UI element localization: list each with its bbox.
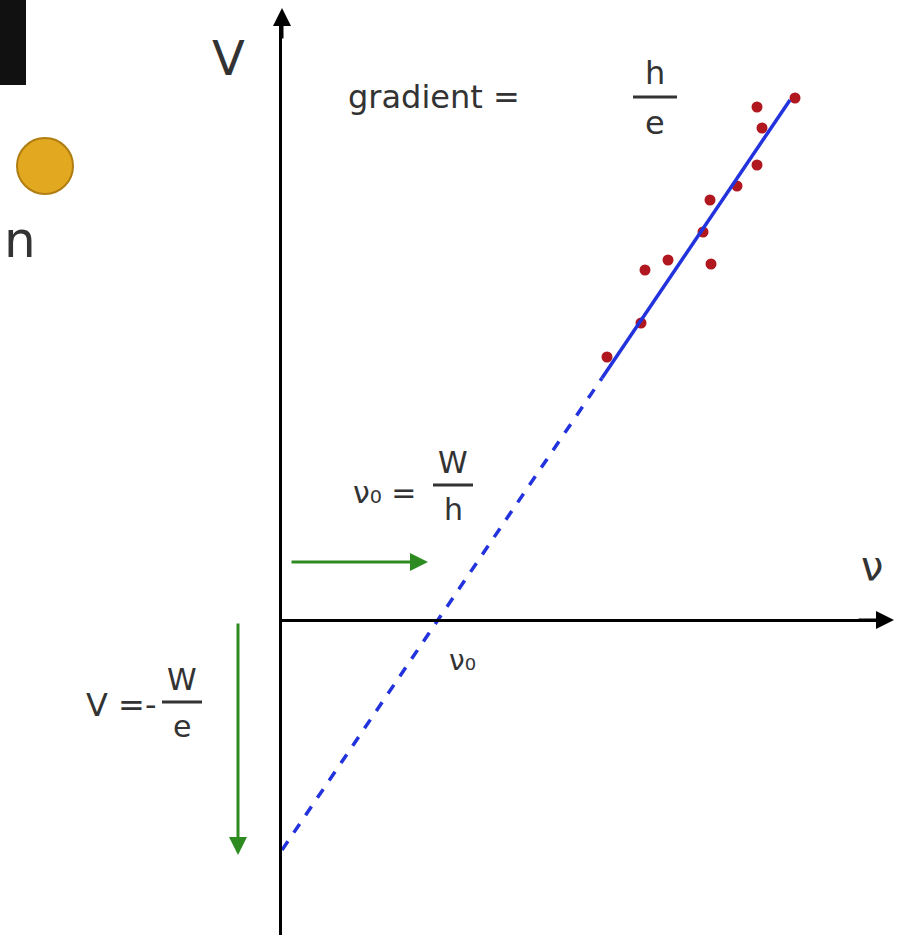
svg-text:ν: ν <box>861 543 883 589</box>
svg-text:ν₀: ν₀ <box>449 644 476 677</box>
svg-text:h: h <box>444 492 463 527</box>
svg-text:V =-: V =- <box>86 686 156 724</box>
svg-text:n: n <box>4 211 36 269</box>
svg-text:e: e <box>173 709 191 744</box>
svg-text:ν₀ =: ν₀ = <box>353 475 416 510</box>
svg-text:W: W <box>167 662 197 697</box>
svg-text:V: V <box>212 30 245 86</box>
svg-text:e: e <box>645 104 665 142</box>
svg-text:W: W <box>438 445 468 480</box>
svg-text:gradient =: gradient = <box>348 78 520 116</box>
svg-text:h: h <box>645 54 665 92</box>
